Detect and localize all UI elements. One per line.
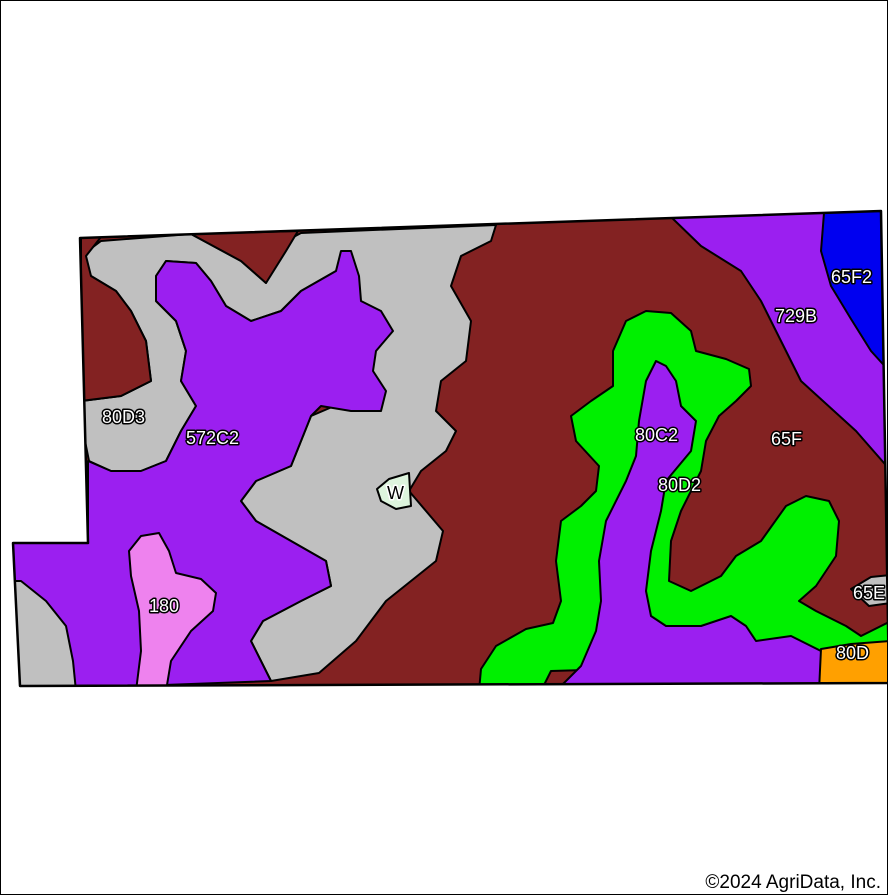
soil-unit-572C2 [13,250,394,686]
field-boundary [11,209,887,688]
label-80D: 80D [836,643,869,663]
label-729B: 729B [775,306,817,326]
soil-unit-80D3-brown [80,236,152,402]
label-180: 180 [149,596,179,616]
label-80D3: 80D3 [102,407,145,427]
label-65F2: 65F2 [831,267,872,287]
soil-unit-80C2 [478,310,887,686]
soil-unit-65F2 [820,211,887,374]
label-65F: 65F [771,429,802,449]
soil-units [13,211,887,686]
label-80C2: 80C2 [635,425,678,445]
soil-unit-W [376,472,412,510]
label-572C2: 572C2 [186,428,239,448]
label-W: W [387,483,404,503]
label-80D2: 80D2 [658,475,701,495]
label-65E: 65E [853,583,885,603]
soil-unit-65E [850,574,887,607]
soil-unit-80C2-inner [555,360,822,686]
soil-unit-180 [128,532,217,686]
copyright-text: ©2024 AgriData, Inc. [705,872,881,893]
